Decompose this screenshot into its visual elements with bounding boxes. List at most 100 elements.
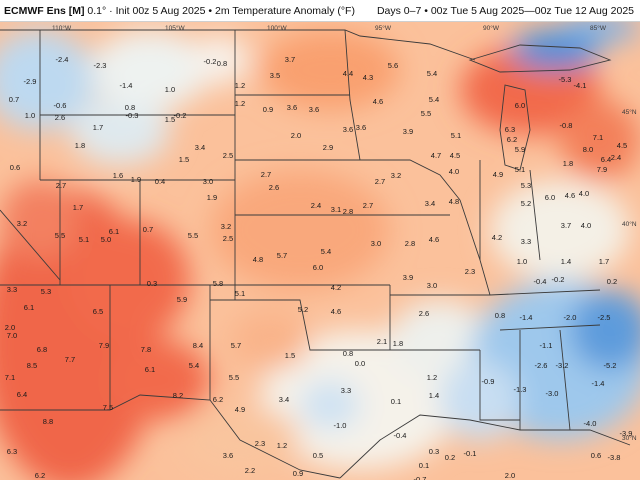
valid-range: 00z Tue 5 Aug 2025—00z Tue 12 Aug 2025: [430, 5, 634, 17]
anomaly-value: 2.4: [311, 201, 321, 210]
anomaly-value: 7.8: [141, 345, 151, 354]
anomaly-value: 1.4: [561, 257, 571, 266]
lat-label-40: 40°N: [622, 220, 637, 228]
map-header: ECMWF Ens [M] 0.1° · Init 00z 5 Aug 2025…: [0, 0, 640, 22]
anomaly-value: 2.6: [55, 113, 65, 122]
anomaly-value: 1.6: [113, 171, 123, 180]
sep-1: ·: [109, 5, 113, 17]
anomaly-value: -0.8: [560, 121, 573, 130]
anomaly-value: 8.2: [173, 391, 183, 400]
anomaly-value: 5.7: [277, 251, 287, 260]
anomaly-value: 4.9: [493, 170, 503, 179]
anomaly-value: 4.3: [363, 73, 373, 82]
anomaly-value: 2.3: [255, 439, 265, 448]
anomaly-value: 2.7: [56, 181, 66, 190]
anomaly-value: 4.6: [331, 307, 341, 316]
anomaly-value: 5.8: [213, 279, 223, 288]
anomaly-value: -3.2: [556, 361, 569, 370]
anomaly-value: 1.5: [285, 351, 295, 360]
anomaly-value: 4.8: [253, 255, 263, 264]
anomaly-value: -1.3: [514, 385, 527, 394]
anomaly-value: -2.6: [535, 361, 548, 370]
anomaly-value: 5.4: [427, 69, 437, 78]
anomaly-value: 5.1: [451, 131, 461, 140]
anomaly-value: 3.0: [371, 239, 381, 248]
anomaly-value: 0.0: [355, 359, 365, 368]
anomaly-value: 5.1: [235, 289, 245, 298]
anomaly-value: -0.7: [414, 475, 427, 480]
anomaly-value: 8.8: [43, 417, 53, 426]
anomaly-value: 4.7: [431, 151, 441, 160]
anomaly-value: 4.5: [450, 151, 460, 160]
anomaly-value: 0.1: [391, 397, 401, 406]
anomaly-value: 8.0: [583, 145, 593, 154]
anomaly-value: -0.4: [534, 277, 547, 286]
blob-ne-cool: [560, 22, 640, 42]
anomaly-value: 0.3: [429, 447, 439, 456]
anomaly-value: 0.6: [591, 451, 601, 460]
anomaly-value: -1.4: [120, 81, 133, 90]
anomaly-value: 0.3: [147, 279, 157, 288]
anomaly-value: 3.7: [285, 55, 295, 64]
anomaly-value: 0.7: [9, 95, 19, 104]
anomaly-value: 1.9: [131, 175, 141, 184]
anomaly-value: 3.7: [561, 221, 571, 230]
anomaly-value: 3.2: [221, 222, 231, 231]
anomaly-value: 0.9: [293, 469, 303, 478]
anomaly-value: 4.2: [331, 283, 341, 292]
anomaly-map[interactable]: 110°W 105°W 100°W 95°W 90°W 85°W 45°N 40…: [0, 22, 640, 480]
anomaly-value: 2.6: [419, 309, 429, 318]
anomaly-value: -1.4: [520, 313, 533, 322]
anomaly-value: 5.9: [515, 145, 525, 154]
anomaly-value: -0.1: [464, 449, 477, 458]
lake-michigan: [499, 84, 531, 171]
anomaly-value: 4.9: [235, 405, 245, 414]
anomaly-value: 4.6: [429, 235, 439, 244]
anomaly-value: 1.2: [235, 81, 245, 90]
anomaly-value: 3.2: [391, 171, 401, 180]
anomaly-value: 3.4: [195, 143, 205, 152]
anomaly-value: 5.9: [177, 295, 187, 304]
anomaly-value: 5.4: [189, 361, 199, 370]
blob-w-warm: [70, 220, 190, 340]
anomaly-value: 5.1: [79, 235, 89, 244]
anomaly-value: 6.0: [313, 263, 323, 272]
anomaly-value: 3.4: [279, 395, 289, 404]
anomaly-value: -0.3: [126, 111, 139, 120]
border-ky-tn: [489, 289, 601, 296]
anomaly-values: -2.4-2.9-2.31.0-0.2 0.8 3.74.4 4.35.65.4-5.…: [5, 55, 633, 480]
header-left: ECMWF Ens [M] 0.1° · Init 00z 5 Aug 2025…: [4, 5, 355, 17]
anomaly-value: 1.8: [393, 339, 403, 348]
anomaly-value: 4.5: [617, 141, 627, 150]
anomaly-value: -1.4: [592, 379, 605, 388]
anomaly-value: 5.5: [421, 109, 431, 118]
blob-plains-warm: [210, 170, 390, 290]
anomaly-value: 5.2: [298, 305, 308, 314]
anomaly-value: -3.9: [620, 429, 633, 438]
anomaly-value: 1.5: [179, 155, 189, 164]
anomaly-value: -2.0: [564, 313, 577, 322]
sep-3: •: [424, 5, 428, 17]
anomaly-value: 2.8: [343, 207, 353, 216]
anomaly-value: 4.6: [565, 191, 575, 200]
blob-nw-cool: [0, 30, 95, 130]
anomaly-value: 3.6: [356, 123, 366, 132]
anomaly-value: 5.3: [521, 181, 531, 190]
anomaly-value: 0.4: [155, 177, 165, 186]
anomaly-value: -0.2: [204, 57, 217, 66]
anomaly-value: 0.8: [125, 103, 135, 112]
anomaly-value: 7.7: [65, 355, 75, 364]
anomaly-value: 5.5: [55, 231, 65, 240]
map-area[interactable]: 110°W 105°W 100°W 95°W 90°W 85°W 45°N 40…: [0, 22, 640, 480]
anomaly-field: [0, 22, 640, 480]
anomaly-value: 5.4: [321, 247, 331, 256]
model-name: ECMWF Ens [M]: [4, 5, 85, 17]
anomaly-value: -0.6: [54, 101, 67, 110]
blob-nd-warm: [260, 30, 400, 110]
anomaly-value: 3.2: [17, 219, 27, 228]
anomaly-value: 1.8: [75, 141, 85, 150]
anomaly-value: 0.8: [495, 311, 505, 320]
anomaly-value: 1.0: [517, 257, 527, 266]
anomaly-value: 7.9: [597, 165, 607, 174]
anomaly-value: 2.7: [375, 177, 385, 186]
